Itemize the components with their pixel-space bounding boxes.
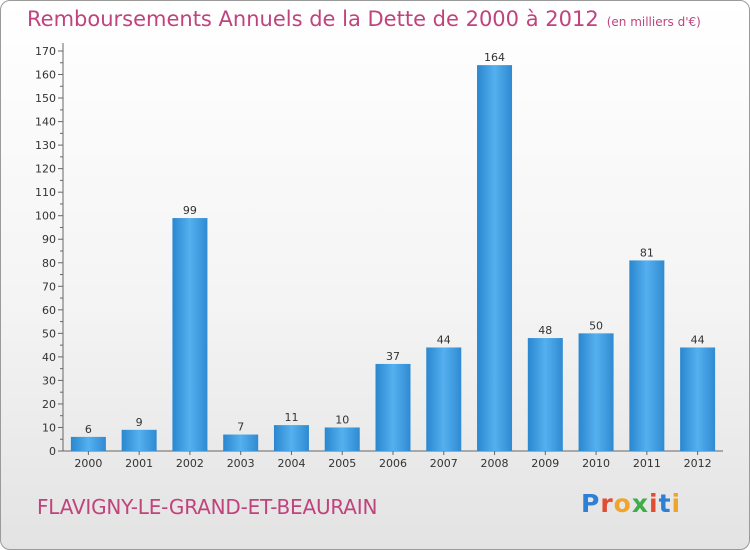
y-tick-label: 140 bbox=[35, 116, 56, 129]
bar-2003[interactable] bbox=[223, 434, 259, 451]
proxiti-logo[interactable]: Proxiti bbox=[581, 489, 681, 518]
y-tick-label: 70 bbox=[42, 280, 56, 293]
bar-2000[interactable] bbox=[70, 436, 106, 451]
x-tick-label: 2007 bbox=[430, 457, 458, 470]
x-tick-label: 2010 bbox=[582, 457, 610, 470]
bar-series bbox=[70, 65, 716, 451]
data-label-2005: 10 bbox=[335, 413, 349, 426]
commune-name: FLAVIGNY-LE-GRAND-ET-BEAURAIN bbox=[37, 495, 378, 519]
y-tick-label: 100 bbox=[35, 210, 56, 223]
data-label-2003: 7 bbox=[237, 421, 244, 434]
bar-2004[interactable] bbox=[273, 425, 309, 451]
x-tick-label: 2012 bbox=[684, 457, 712, 470]
y-tick-label: 30 bbox=[42, 374, 56, 387]
y-tick-label: 50 bbox=[42, 327, 56, 340]
x-tick-label: 2002 bbox=[176, 457, 204, 470]
data-label-2012: 44 bbox=[691, 333, 705, 346]
x-tick-label: 2003 bbox=[227, 457, 255, 470]
data-label-2000: 6 bbox=[85, 423, 92, 436]
x-tick-label: 2001 bbox=[125, 457, 153, 470]
chart-title: Remboursements Annuels de la Dette de 20… bbox=[27, 7, 599, 31]
logo-letter: P bbox=[581, 489, 601, 518]
bar-2001[interactable] bbox=[121, 429, 157, 451]
y-tick-label: 80 bbox=[42, 257, 56, 270]
chart-title-block: Remboursements Annuels de la Dette de 20… bbox=[27, 7, 701, 31]
bar-2007[interactable] bbox=[426, 347, 462, 451]
y-tick-label: 150 bbox=[35, 92, 56, 105]
bar-2005[interactable] bbox=[324, 427, 360, 451]
y-tick-label: 90 bbox=[42, 233, 56, 246]
data-label-2007: 44 bbox=[437, 333, 451, 346]
x-axis: 2000 2001 2002 2003 2004 2005 2006 2007 2008 2009… bbox=[63, 450, 723, 470]
y-tick-label: 130 bbox=[35, 139, 56, 152]
chart-subtitle: (en milliers d'€) bbox=[606, 15, 701, 29]
logo-letter: r bbox=[600, 489, 614, 518]
y-tick-label: 40 bbox=[42, 351, 56, 364]
logo-letter: i bbox=[671, 489, 682, 518]
data-label-2001: 9 bbox=[136, 416, 143, 429]
bar-2009[interactable] bbox=[527, 338, 563, 451]
bar-2002[interactable] bbox=[172, 218, 208, 451]
x-tick-label: 2006 bbox=[379, 457, 407, 470]
y-tick-label: 160 bbox=[35, 69, 56, 82]
x-tick-label: 2009 bbox=[531, 457, 559, 470]
x-tick-label: 2004 bbox=[277, 457, 305, 470]
y-tick-label: 60 bbox=[42, 304, 56, 317]
bar-2006[interactable] bbox=[375, 363, 411, 451]
data-label-2010: 50 bbox=[589, 319, 603, 332]
x-tick-label: 2011 bbox=[633, 457, 661, 470]
logo-letter: o bbox=[613, 489, 632, 518]
bar-2008[interactable] bbox=[477, 65, 513, 451]
data-label-2011: 81 bbox=[640, 246, 654, 259]
logo-letter: t bbox=[658, 489, 672, 518]
logo-letter: x bbox=[631, 489, 649, 518]
y-tick-label: 120 bbox=[35, 163, 56, 176]
y-tick-label: 170 bbox=[35, 45, 56, 58]
x-tick-label: 2005 bbox=[328, 457, 356, 470]
data-label-2002: 99 bbox=[183, 204, 197, 217]
bar-2011[interactable] bbox=[629, 260, 665, 451]
y-tick-label: 0 bbox=[49, 445, 56, 458]
bar-2012[interactable] bbox=[680, 347, 716, 451]
y-axis: 0 10 20 30 40 50 60 70 80 90 100 110 120 130 140 150 160… bbox=[35, 43, 64, 458]
x-tick-label: 2000 bbox=[74, 457, 102, 470]
data-label-2008: 164 bbox=[484, 51, 505, 64]
data-label-2009: 48 bbox=[538, 324, 552, 337]
y-tick-label: 20 bbox=[42, 398, 56, 411]
data-label-2006: 37 bbox=[386, 350, 400, 363]
logo-letter: i bbox=[649, 489, 659, 518]
data-label-2004: 11 bbox=[284, 411, 298, 424]
y-tick-label: 110 bbox=[35, 186, 56, 199]
y-tick-label: 10 bbox=[42, 421, 56, 434]
bar-2010[interactable] bbox=[578, 333, 614, 451]
x-tick-label: 2008 bbox=[481, 457, 509, 470]
